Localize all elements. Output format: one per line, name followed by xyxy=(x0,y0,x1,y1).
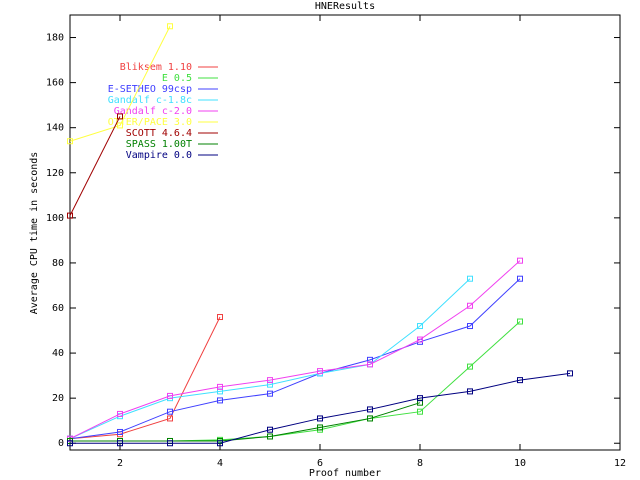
legend-label: E 0.5 xyxy=(162,73,192,84)
legend-label: SPASS 1.00T xyxy=(126,139,192,150)
point-marker xyxy=(167,415,173,422)
x-tick-label: 10 xyxy=(514,458,526,469)
point-marker xyxy=(367,361,373,368)
series-line xyxy=(69,26,171,142)
point-marker xyxy=(267,377,273,384)
point-marker xyxy=(267,390,273,397)
series-line xyxy=(70,402,421,442)
legend-label: Gandalf c-1.8c xyxy=(108,95,192,106)
point-marker xyxy=(417,323,423,330)
point-marker xyxy=(367,415,373,422)
legend-label: Bliksem 1.10 xyxy=(120,62,192,73)
point-marker xyxy=(117,410,123,417)
point-marker xyxy=(67,212,73,219)
point-marker xyxy=(117,440,123,447)
y-tick-label: 180 xyxy=(46,33,64,44)
legend-label: Vampire 0.0 xyxy=(126,150,192,161)
point-marker xyxy=(467,323,473,330)
point-marker xyxy=(67,440,73,447)
point-marker xyxy=(217,397,223,404)
point-marker xyxy=(517,275,523,282)
x-tick-label: 6 xyxy=(317,458,323,469)
point-marker xyxy=(217,383,223,390)
point-marker xyxy=(217,314,223,321)
series-line xyxy=(69,316,221,440)
y-tick-label: 140 xyxy=(46,123,64,134)
y-tick-label: 80 xyxy=(52,258,64,269)
legend-label: Gandalf c-2.0 xyxy=(114,106,192,117)
point-marker xyxy=(317,424,323,431)
point-marker xyxy=(417,395,423,402)
x-tick-label: 4 xyxy=(217,458,223,469)
point-marker xyxy=(117,122,123,129)
point-marker xyxy=(117,428,123,435)
legend-label: E-SETHEO 99csp xyxy=(108,84,192,95)
point-marker xyxy=(217,440,223,447)
y-tick-label: 40 xyxy=(52,348,64,359)
series-line xyxy=(69,260,521,440)
point-marker xyxy=(517,318,523,325)
point-marker xyxy=(67,138,73,145)
y-tick-label: 60 xyxy=(52,303,64,314)
point-marker xyxy=(367,406,373,413)
y-axis-label: Average CPU time in seconds xyxy=(29,152,40,315)
point-marker xyxy=(167,408,173,415)
point-marker xyxy=(317,415,323,422)
x-axis-label: Proof number xyxy=(309,468,381,479)
point-marker xyxy=(467,388,473,395)
legend-label: SCOTT 4.6.4 xyxy=(126,128,192,139)
point-marker xyxy=(517,377,523,384)
point-marker xyxy=(517,257,523,264)
y-tick-label: 160 xyxy=(46,78,64,89)
point-marker xyxy=(267,433,273,440)
point-marker xyxy=(567,370,573,377)
series-line xyxy=(69,278,471,440)
x-tick-label: 2 xyxy=(117,458,123,469)
y-tick-label: 20 xyxy=(52,393,64,404)
series-line xyxy=(70,321,521,442)
plot-frame xyxy=(69,14,621,451)
point-marker xyxy=(417,408,423,415)
y-tick-label: 100 xyxy=(46,213,64,224)
point-marker xyxy=(167,23,173,30)
x-tick-label: 8 xyxy=(417,458,423,469)
series-line xyxy=(69,278,521,440)
point-marker xyxy=(267,426,273,433)
x-tick-label: 12 xyxy=(614,458,626,469)
point-marker xyxy=(467,275,473,282)
point-marker xyxy=(467,363,473,370)
legend-label: OTTER/PACE 3.0 xyxy=(108,117,192,128)
series-line xyxy=(69,116,121,216)
y-tick-label: 0 xyxy=(58,438,64,449)
series-line xyxy=(70,372,571,444)
point-marker xyxy=(467,302,473,309)
point-marker xyxy=(167,440,173,447)
point-marker xyxy=(317,368,323,375)
point-marker xyxy=(167,392,173,399)
point-marker xyxy=(117,113,123,120)
point-marker xyxy=(417,336,423,343)
chart-title: HNEResults xyxy=(315,1,375,12)
y-tick-label: 120 xyxy=(46,168,64,179)
